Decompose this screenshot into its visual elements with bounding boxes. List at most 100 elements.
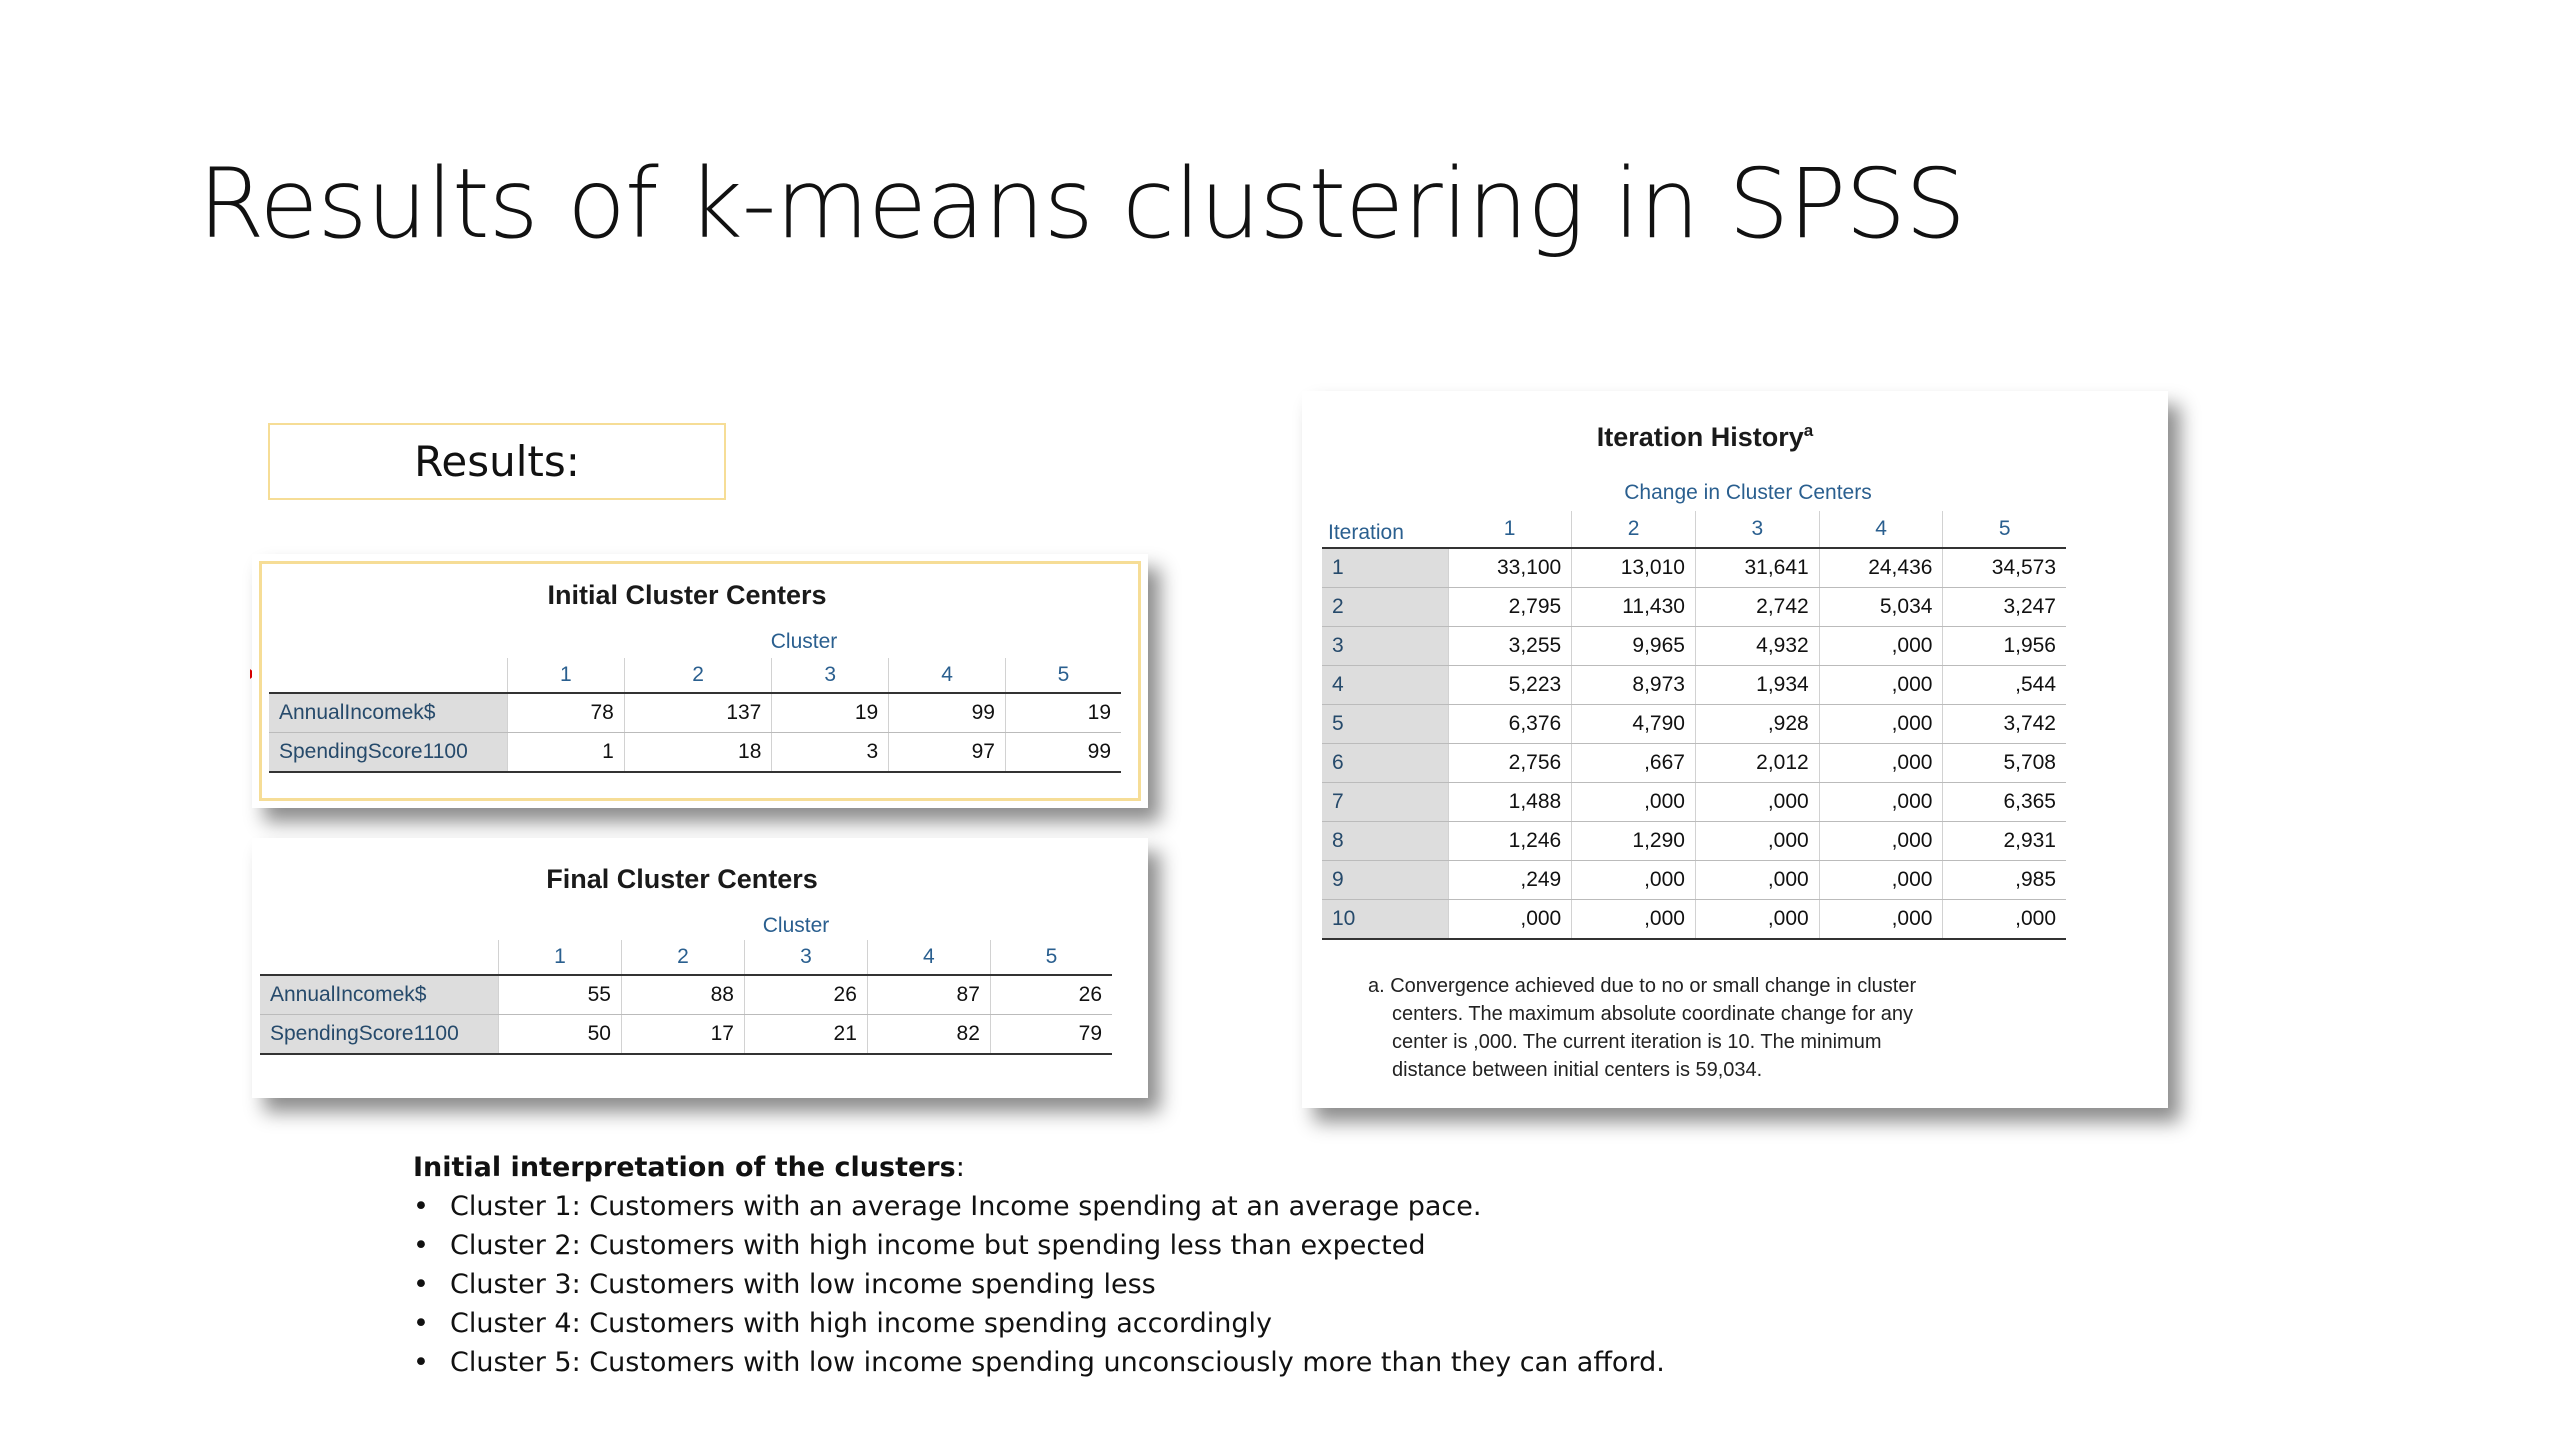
cell: 1,246 — [1447, 821, 1572, 861]
row-label: SpendingScore1100 — [269, 732, 508, 773]
cell: 8,973 — [1571, 665, 1696, 705]
row-label: 4 — [1322, 665, 1448, 705]
bullet: • — [413, 1269, 429, 1300]
column-header: 1 — [498, 940, 622, 976]
table-row: SpendingScore1100 1 18 3 97 99 — [269, 732, 1121, 773]
cell: 3,742 — [1942, 704, 2066, 744]
table-row: 8 1,246 1,290,000,000 2,931 — [1322, 821, 2066, 861]
cell: 88 — [620, 975, 745, 1015]
interpretation-heading-text: Initial interpretation of the clusters — [413, 1152, 956, 1183]
cell: 4,790 — [1571, 704, 1696, 744]
cell: 82 — [866, 1014, 991, 1055]
final-centers-title: Final Cluster Centers — [546, 864, 818, 894]
column-header: 4 — [888, 658, 1006, 694]
row-label: 8 — [1322, 821, 1448, 861]
interpretation-list: • Cluster 1: Customers with an average In… — [413, 1187, 1665, 1382]
table-row: 3 3,255 9,965 4,932,000 1,956 — [1322, 626, 2066, 666]
cell: 137 — [623, 693, 772, 733]
bullet: • — [413, 1308, 429, 1339]
column-header: 4 — [866, 940, 991, 976]
iteration-history-title-text: Iteration History — [1596, 422, 1804, 452]
table-row: 10,000,000,000,000,000 — [1322, 899, 2066, 940]
footnote-line: centers. The maximum absolute coordinate… — [1392, 1003, 1914, 1025]
list-item-text: Cluster 3: Customers with low income spe… — [450, 1269, 1156, 1300]
cell: 1,290 — [1571, 821, 1696, 861]
cell: 24,436 — [1818, 548, 1943, 588]
cell: 6,365 — [1942, 782, 2066, 822]
table-row: SpendingScore1100 50 17 21 82 79 — [260, 1014, 1112, 1055]
row-label: 6 — [1322, 743, 1448, 783]
column-header: 5 — [989, 940, 1112, 976]
cell: ,000 — [1571, 899, 1696, 940]
cell: 21 — [743, 1014, 868, 1055]
cell: ,000 — [1818, 704, 1943, 744]
column-header: 5 — [1004, 658, 1121, 694]
corner-cell — [269, 658, 508, 694]
list-item: • Cluster 2: Customers with high income b… — [413, 1226, 1665, 1265]
cell: ,000 — [1694, 899, 1820, 940]
cell: 9,965 — [1571, 626, 1696, 666]
column-header: 1 — [1448, 511, 1572, 549]
iteration-history-panel: Iteration Historya Change in Cluster Cen… — [1302, 391, 2168, 1108]
results-label: Results: — [414, 437, 580, 486]
footnote-line: a. Convergence achieved due to no or sma… — [1368, 975, 1917, 997]
cell: 2,795 — [1447, 587, 1572, 627]
cell: 78 — [507, 693, 625, 733]
table-row: 1 33,100 13,010 31,641 24,436 34,573 — [1322, 548, 2066, 588]
column-header: 3 — [1694, 511, 1820, 549]
corner-cell — [260, 940, 499, 976]
footnote-marker: a — [1803, 421, 1814, 440]
iteration-history-table: Iteration 1 2 3 4 5 1 33,100 13,010 31,641 2… — [1322, 511, 2066, 940]
cell: 87 — [866, 975, 991, 1015]
table-row: AnnualIncomek$ 55 88 26 87 26 — [260, 975, 1112, 1015]
column-header: 2 — [623, 658, 772, 694]
cell: ,000 — [1818, 782, 1943, 822]
cell: 50 — [498, 1014, 622, 1055]
row-label: 3 — [1322, 626, 1448, 666]
footnote-line: center is ,000. The current iteration is… — [1392, 1031, 1882, 1053]
cell: ,000 — [1818, 821, 1943, 861]
cell: 79 — [989, 1014, 1112, 1055]
list-item-text: Cluster 2: Customers with high income bu… — [450, 1230, 1426, 1261]
cell: ,928 — [1694, 704, 1820, 744]
cell: 5,223 — [1447, 665, 1572, 705]
table-row: 7 1,488,000,000,000 6,365 — [1322, 782, 2066, 822]
cell: 3,247 — [1942, 587, 2066, 627]
column-header: 3 — [771, 658, 889, 694]
cell: ,667 — [1571, 743, 1696, 783]
cell: ,000 — [1694, 782, 1820, 822]
cell: ,000 — [1818, 665, 1943, 705]
bullet: • — [413, 1230, 429, 1261]
cell: 2,931 — [1942, 821, 2066, 861]
slide-title: Results of k-means clustering in SPSS — [198, 148, 1966, 260]
cell: 3,255 — [1447, 626, 1572, 666]
cell: 19 — [771, 693, 889, 733]
column-header: 2 — [1571, 511, 1696, 549]
row-label: SpendingScore1100 — [260, 1014, 499, 1055]
cell: 1,488 — [1447, 782, 1572, 822]
column-header: 2 — [620, 940, 745, 976]
column-header: 5 — [1942, 511, 2066, 549]
row-label: 1 — [1322, 548, 1448, 588]
cell: ,000 — [1818, 743, 1943, 783]
cell: 17 — [620, 1014, 745, 1055]
list-item-text: Cluster 4: Customers with high income sp… — [450, 1308, 1273, 1339]
table-row: 9,249,000,000,000,985 — [1322, 860, 2066, 900]
bullet: • — [413, 1191, 429, 1222]
iteration-history-title: Iteration Historya — [1302, 421, 2168, 453]
cell: 13,010 — [1571, 548, 1696, 588]
cell: 5,708 — [1942, 743, 2066, 783]
cell: 5,034 — [1818, 587, 1943, 627]
cell: ,544 — [1942, 665, 2066, 705]
cell: 1,934 — [1694, 665, 1820, 705]
cell: ,000 — [1818, 860, 1943, 900]
table-row: 4 5,223 8,973 1,934,000,544 — [1322, 665, 2066, 705]
column-header: 3 — [743, 940, 868, 976]
cell: 3 — [771, 732, 889, 773]
row-label: AnnualIncomek$ — [269, 693, 508, 733]
table-row: 6 2,756,667 2,012,000 5,708 — [1322, 743, 2066, 783]
list-item: • Cluster 4: Customers with high income s… — [413, 1304, 1665, 1343]
cell: 26 — [743, 975, 868, 1015]
table-row: AnnualIncomek$ 78 137 19 99 19 — [269, 693, 1121, 733]
list-item: • Cluster 5: Customers with low income sp… — [413, 1343, 1665, 1382]
